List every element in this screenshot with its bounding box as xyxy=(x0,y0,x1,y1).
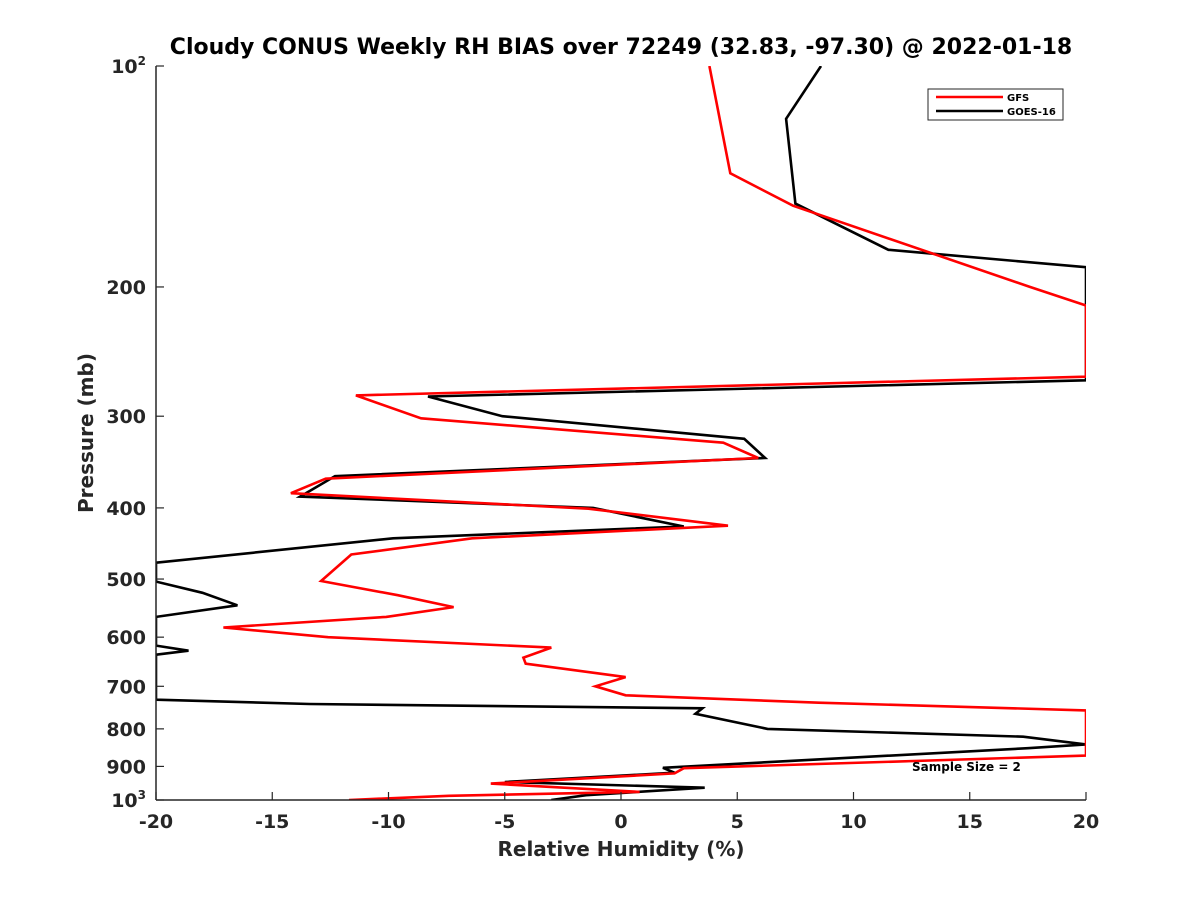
x-tick-label: -15 xyxy=(255,811,289,833)
x-tick-label: 15 xyxy=(957,811,983,833)
y-tick-label: 500 xyxy=(106,569,146,591)
plot-area xyxy=(156,66,1086,800)
legend-box xyxy=(927,88,1064,121)
legend: GFS GOES-16 xyxy=(927,88,1064,121)
y-tick-label: 103 xyxy=(111,788,146,812)
legend-label-goes16: GOES-16 xyxy=(1007,107,1056,118)
x-tick-label: -10 xyxy=(371,811,405,833)
x-tick-label: 10 xyxy=(840,811,866,833)
y-axis-label: Pressure (mb) xyxy=(74,353,98,513)
y-tick-label: 200 xyxy=(106,277,146,299)
y-tick-label: 700 xyxy=(106,676,146,698)
series-line-goes16 xyxy=(156,66,1086,800)
y-tick-label: 300 xyxy=(106,406,146,428)
y-tick-label: 800 xyxy=(106,719,146,741)
sample-size-annotation: Sample Size = 2 xyxy=(912,760,1021,774)
x-tick-label: -5 xyxy=(494,811,515,833)
x-tick-label: 20 xyxy=(1073,811,1099,833)
chart-title: Cloudy CONUS Weekly RH BIAS over 72249 (… xyxy=(170,35,1072,60)
x-tick-label: -20 xyxy=(139,811,173,833)
series-layer xyxy=(156,66,1086,800)
y-tick-label: 900 xyxy=(106,756,146,778)
y-tick-label: 400 xyxy=(106,498,146,520)
x-axis-ticks: -20 -15 -10 -5 0 5 10 15 20 xyxy=(139,792,1099,833)
x-axis-label: Relative Humidity (%) xyxy=(497,837,744,861)
y-tick-label: 102 xyxy=(111,54,146,78)
legend-label-gfs: GFS xyxy=(1007,93,1029,104)
x-tick-label: 0 xyxy=(614,811,627,833)
series-line-gfs xyxy=(223,66,1086,800)
y-tick-label: 600 xyxy=(106,627,146,649)
y-axis-ticks: 102 200 300 400 500 600 700 800 900 103 xyxy=(106,54,164,812)
x-tick-label: 5 xyxy=(731,811,744,833)
